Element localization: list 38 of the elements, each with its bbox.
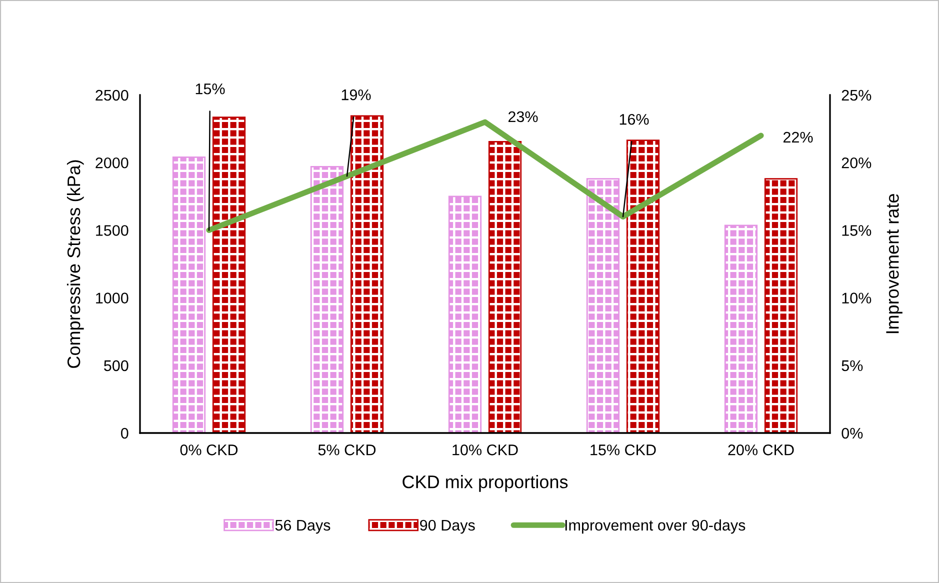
bar <box>488 140 522 433</box>
y2-tick-label: 20% <box>842 157 872 168</box>
y-tick-label: 0 <box>120 428 128 439</box>
x-tick-label: 5% CKD <box>318 444 376 456</box>
y2-tick-label: 5% <box>842 360 863 372</box>
y2-tick-label: 0% <box>842 428 863 439</box>
bar <box>626 140 660 433</box>
y-tick-label: 2500 <box>96 90 128 101</box>
y2-tick-label: 10% <box>842 292 872 304</box>
bar <box>310 166 344 433</box>
data-label: 23% <box>508 111 538 122</box>
bar <box>350 115 384 433</box>
x-tick-label: 0% CKD <box>180 444 238 456</box>
y-axis-title: Compressive Stress (kPa) <box>66 160 84 368</box>
y-tick-label: 1500 <box>96 225 128 236</box>
y-tick-label: 500 <box>104 360 128 372</box>
bar <box>172 156 206 433</box>
data-label: 15% <box>196 84 225 94</box>
y-tick-label: 2000 <box>96 157 128 168</box>
x-tick-label: 10% CKD <box>452 444 518 456</box>
bar <box>448 196 482 433</box>
y2-axis-title: Improvement rate <box>886 194 902 334</box>
bar <box>212 116 246 433</box>
bar <box>586 178 620 433</box>
data-label: 16% <box>620 114 649 125</box>
y2-tick-label: 25% <box>842 90 872 101</box>
legend-label: 90 Days <box>420 520 475 534</box>
y-tick-label: 1000 <box>96 292 128 304</box>
x-tick-label: 20% CKD <box>728 444 794 456</box>
y2-tick-label: 15% <box>842 225 872 236</box>
x-tick-label: 15% CKD <box>590 444 656 456</box>
legend-label: Improvement over 90-days <box>565 519 746 534</box>
bar <box>724 224 758 433</box>
data-label: 22% <box>783 132 813 143</box>
bar <box>764 178 798 433</box>
data-label: 19% <box>342 89 371 100</box>
x-axis-title: CKD mix proportions <box>402 475 568 492</box>
legend-label: 56 Days <box>275 520 330 534</box>
